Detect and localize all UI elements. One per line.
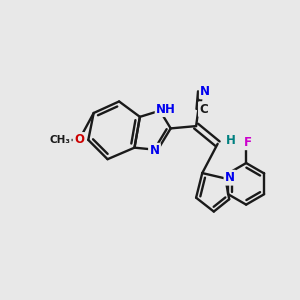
Text: O: O	[74, 134, 84, 146]
Text: CH₃: CH₃	[49, 135, 70, 145]
Text: N: N	[149, 144, 160, 157]
Text: NH: NH	[156, 103, 176, 116]
Text: N: N	[225, 171, 235, 184]
Text: N: N	[200, 85, 210, 98]
Text: C: C	[200, 103, 208, 116]
Text: F: F	[244, 136, 252, 149]
Text: H: H	[226, 134, 236, 147]
